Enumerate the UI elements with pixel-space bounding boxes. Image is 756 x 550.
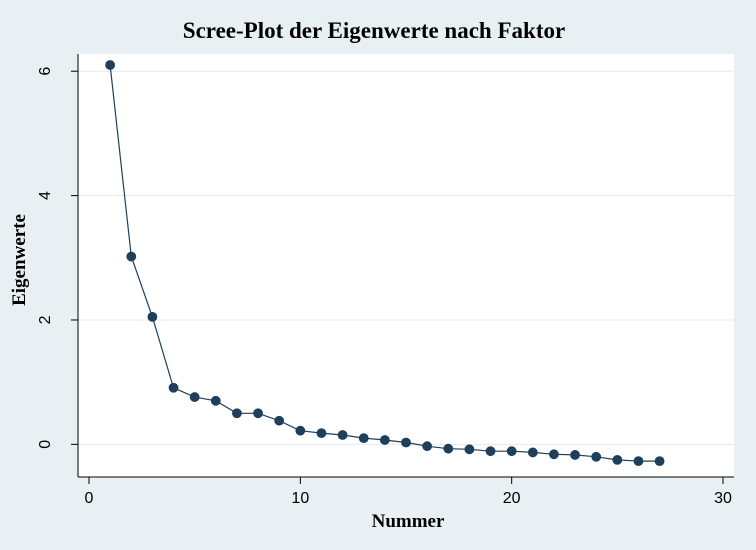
data-point (210, 395, 221, 406)
x-tick-label: 0 (85, 490, 94, 507)
data-point (295, 425, 306, 436)
data-point (570, 450, 580, 460)
data-point (126, 251, 137, 262)
plot-area (78, 54, 734, 477)
data-point (591, 451, 602, 462)
data-point (358, 433, 369, 444)
chart-title: Scree-Plot der Eigenwerte nach Faktor (183, 18, 565, 43)
data-point (422, 441, 433, 452)
y-tick-label: 0 (37, 440, 54, 449)
x-tick-label: 30 (714, 490, 732, 507)
data-point (654, 456, 665, 467)
data-point (316, 428, 327, 439)
x-tick-label: 10 (291, 490, 309, 507)
x-axis-title: Nummer (372, 511, 445, 532)
data-point (379, 435, 390, 445)
data-point (633, 456, 644, 467)
data-point (232, 408, 242, 419)
data-point (506, 446, 517, 457)
data-point (527, 447, 538, 458)
y-axis-title: Eigenwerte (9, 214, 30, 306)
data-point (337, 430, 348, 440)
y-tick-label: 4 (37, 191, 54, 200)
data-point (485, 446, 496, 457)
data-point (105, 60, 116, 70)
data-point (612, 454, 623, 465)
data-point (253, 408, 263, 419)
data-point (189, 392, 200, 402)
data-point (443, 443, 454, 454)
y-tick-label: 6 (37, 67, 54, 76)
x-tick-label: 20 (503, 490, 521, 507)
data-point (168, 382, 179, 393)
data-point (147, 311, 158, 322)
data-point (274, 415, 285, 426)
axis-ticks: 0 2 4 6 0 10 20 30 (37, 67, 732, 507)
data-series (105, 60, 665, 467)
grid-lines (78, 70, 734, 445)
data-point (549, 449, 559, 460)
data-point (464, 444, 475, 455)
data-point (401, 437, 411, 448)
y-tick-label: 2 (37, 315, 54, 324)
